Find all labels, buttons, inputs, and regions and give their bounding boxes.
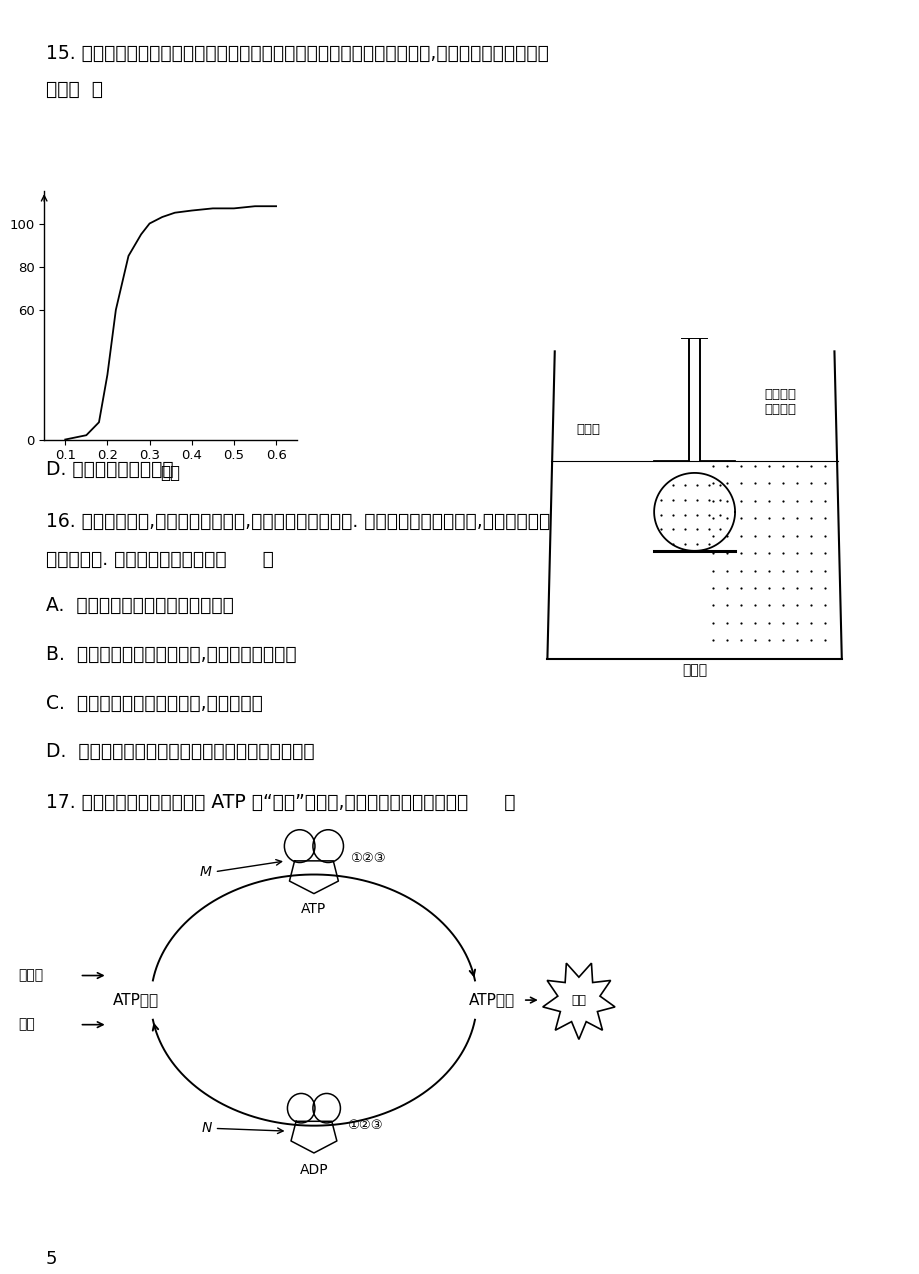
- Text: 5: 5: [46, 1250, 57, 1268]
- Text: D.  在玻璃槽中会测出葡萄糖、果糖和蔗糖酶蔗馏水: D. 在玻璃槽中会测出葡萄糖、果糖和蔗糖酶蔗馏水: [46, 741, 314, 761]
- Text: 加入蔗糖酶. 实验现象最可能的是（      ）: 加入蔗糖酶. 实验现象最可能的是（ ）: [46, 550, 274, 569]
- Text: 细胞（  ）: 细胞（ ）: [46, 80, 103, 99]
- Text: A.  在玻璃槽中会测出蔗糖和蔗糖酶: A. 在玻璃槽中会测出蔗糖和蔗糖酶: [46, 596, 233, 615]
- Text: B.  漏斗中液面开始时先上升,加酶后上升再下降: B. 漏斗中液面开始时先上升,加酶后上升再下降: [46, 645, 296, 664]
- Text: ATP充电: ATP充电: [112, 992, 158, 1008]
- Text: ①②③: ①②③: [349, 851, 385, 865]
- Text: B. 细胞液浓度<蔗糖溶液浓度: B. 细胞液浓度<蔗糖溶液浓度: [46, 369, 210, 389]
- Text: 食物: 食物: [18, 1018, 35, 1032]
- Text: N: N: [201, 1121, 211, 1135]
- Text: A. 细胞液浓度>蔗糖溶液浓度: A. 细胞液浓度>蔗糖溶液浓度: [46, 325, 210, 344]
- Text: 半透膜: 半透膜: [681, 662, 707, 676]
- Text: ATP放能: ATP放能: [469, 992, 515, 1008]
- Text: ①②③: ①②③: [346, 1119, 382, 1133]
- Text: 蔗糖和蔗
糖酶溶液: 蔗糖和蔗 糖酶溶液: [764, 387, 796, 415]
- Text: ADP: ADP: [300, 1163, 328, 1177]
- Text: 太阳光: 太阳光: [18, 968, 43, 982]
- Text: 16. 如图实验装置,玻璃槽中是蔗馏水,半透膜允许单糖通过. 漏斗中先装入蔗糖溶液,一定时间后再: 16. 如图实验装置,玻璃槽中是蔗馏水,半透膜允许单糖通过. 漏斗中先装入蔗糖溶…: [46, 512, 550, 531]
- Text: 能量: 能量: [571, 994, 585, 1006]
- Text: D. 有不同浓度的细胞液: D. 有不同浓度的细胞液: [46, 460, 174, 479]
- Text: M: M: [199, 865, 211, 879]
- Text: 17. 下图是生物界中能量通货 ATP 的“循环”示意图,下列相关叙述正确的是（      ）: 17. 下图是生物界中能量通货 ATP 的“循环”示意图,下列相关叙述正确的是（…: [46, 792, 515, 812]
- X-axis label: 浓度: 浓度: [161, 464, 180, 482]
- Text: 蔗馏水: 蔗馏水: [576, 423, 600, 436]
- Text: C. 有不同的选择透过性: C. 有不同的选择透过性: [46, 415, 172, 434]
- Text: C.  漏斗中液面开始时先下降,加酶后上升: C. 漏斗中液面开始时先下降,加酶后上升: [46, 694, 263, 713]
- Polygon shape: [542, 963, 615, 1040]
- Text: 15. 如图表示多种植物成熟细胞在不同浓度的蔗糖溶液中质壁分离的百分比,图中曲线表明这些植物: 15. 如图表示多种植物成熟细胞在不同浓度的蔗糖溶液中质壁分离的百分比,图中曲线…: [46, 45, 549, 62]
- Text: ATP: ATP: [301, 902, 326, 916]
